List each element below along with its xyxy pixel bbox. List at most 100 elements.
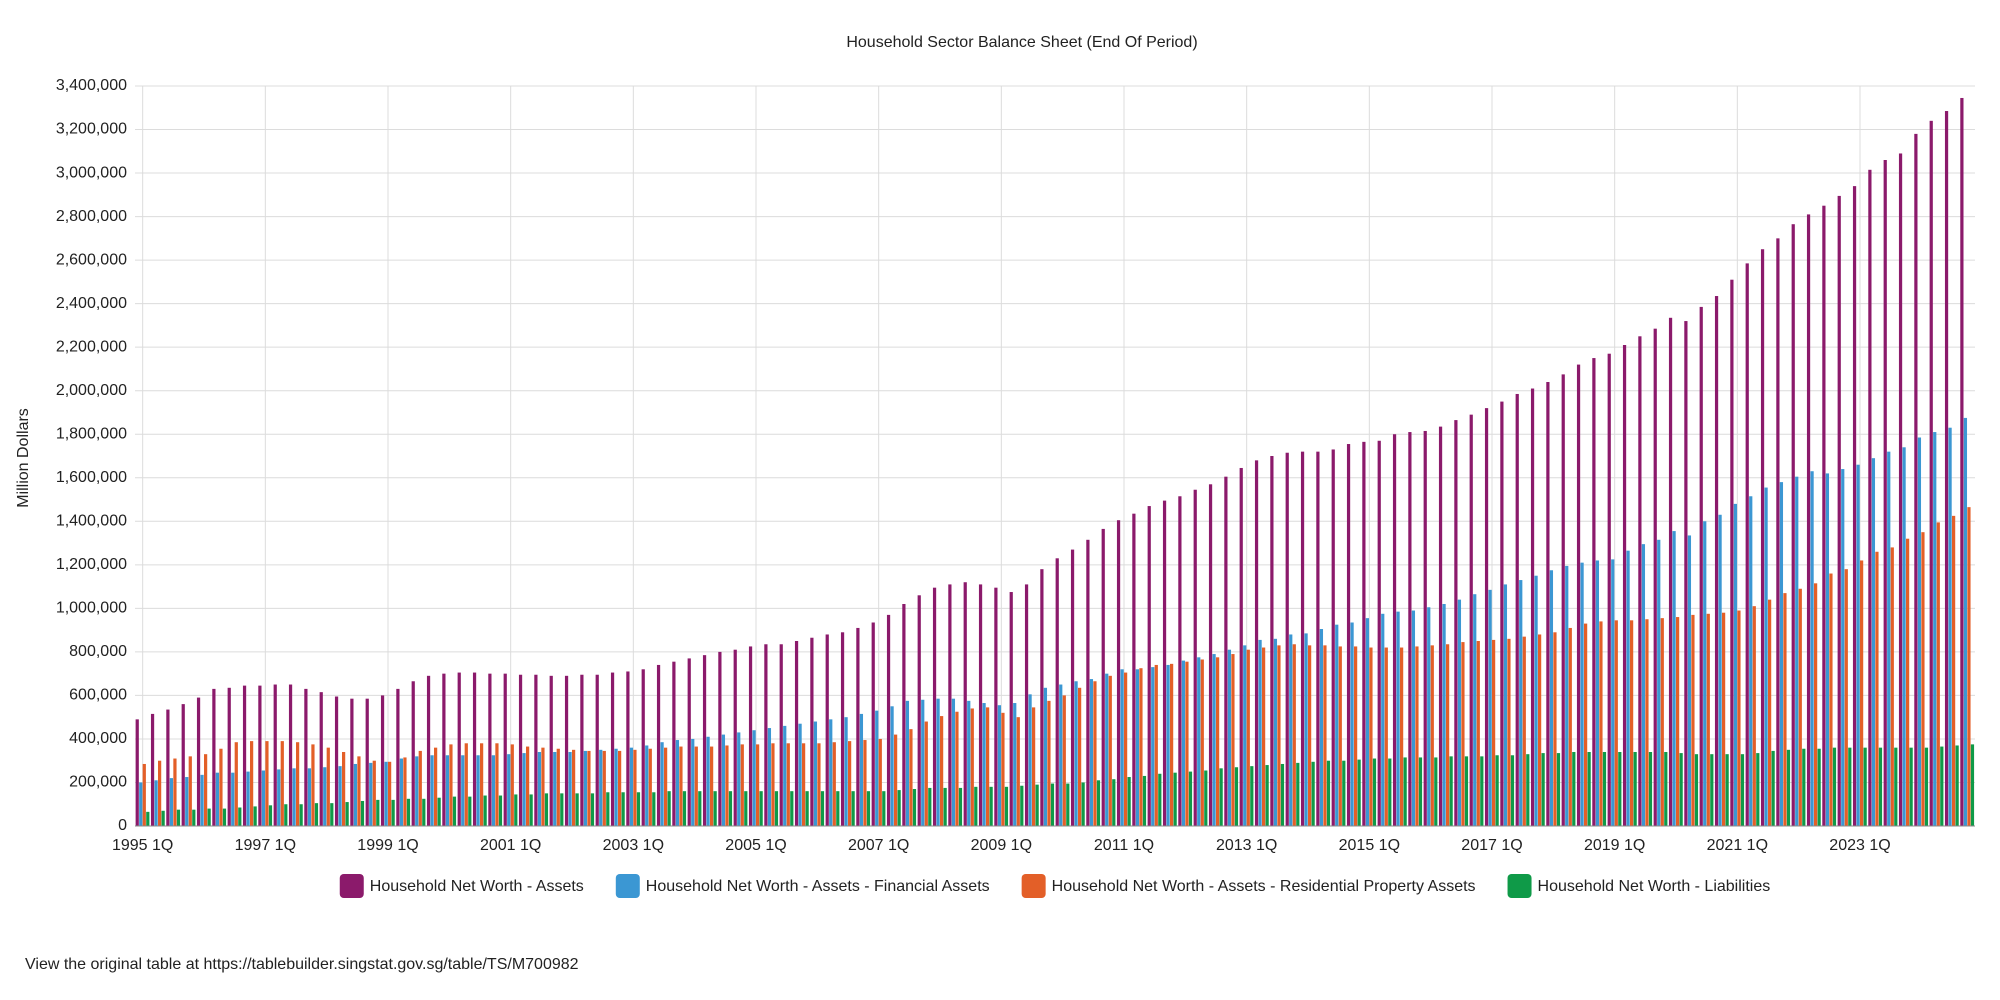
bar [1362, 441, 1366, 826]
bar [219, 748, 223, 826]
bar [415, 756, 419, 826]
bar [1270, 456, 1274, 826]
bar [894, 734, 898, 826]
bar [702, 655, 707, 826]
bar [710, 746, 714, 826]
bar [840, 632, 845, 826]
bar [1822, 205, 1826, 827]
bar [1676, 617, 1680, 826]
bar [932, 587, 937, 826]
bar [1898, 153, 1903, 826]
bar [1055, 558, 1059, 826]
bar [1660, 618, 1664, 826]
bar [1832, 747, 1837, 826]
bar [1817, 748, 1821, 826]
bar [406, 798, 411, 826]
bar [1592, 358, 1596, 826]
bar [1645, 619, 1649, 826]
bar [610, 672, 615, 826]
bar [452, 796, 457, 826]
bar [158, 760, 162, 826]
bar [1384, 647, 1388, 826]
bar [779, 644, 783, 826]
bar [790, 791, 794, 826]
bar [1070, 549, 1075, 826]
bar [1350, 622, 1354, 826]
bar [1473, 594, 1477, 826]
bar [813, 721, 818, 826]
bar [399, 758, 404, 826]
bar [518, 674, 523, 826]
bar [794, 641, 799, 826]
bar [1952, 515, 1956, 826]
bar [660, 742, 664, 826]
bar [1430, 645, 1434, 826]
bar [1035, 784, 1039, 826]
bar [1246, 649, 1250, 826]
bar [1043, 687, 1048, 826]
y-tick-label: 3,000,000 [56, 164, 127, 181]
chart-title: Household Sector Balance Sheet (End Of P… [846, 34, 1197, 51]
bar [1016, 717, 1020, 826]
x-tick-label: 1997 1Q [235, 837, 296, 854]
bar [1534, 575, 1538, 826]
x-tick-label: 2007 1Q [848, 837, 909, 854]
bar [1219, 768, 1223, 826]
bar [1764, 487, 1768, 826]
bar [641, 669, 645, 826]
bar [851, 791, 855, 826]
bar [1004, 786, 1009, 826]
bar [1921, 532, 1925, 826]
bar [733, 649, 737, 826]
bar [774, 791, 779, 826]
bar [587, 750, 591, 826]
bar [1265, 765, 1269, 826]
bar [1427, 607, 1431, 826]
x-tick-label: 2021 1Q [1707, 837, 1768, 854]
bar [1243, 645, 1247, 826]
bar [207, 808, 211, 826]
bar [897, 790, 901, 826]
bar [1108, 675, 1112, 826]
bar [1572, 752, 1576, 826]
bar [602, 750, 606, 826]
bar [1940, 746, 1944, 826]
bar [491, 755, 496, 826]
bar [1795, 476, 1799, 826]
bar [1492, 639, 1496, 826]
bar [844, 717, 848, 826]
bar [1580, 562, 1584, 826]
bar [142, 763, 146, 826]
x-tick-label: 1999 1Q [357, 837, 418, 854]
bar [1684, 321, 1688, 826]
bar [829, 719, 833, 826]
bar [173, 758, 177, 826]
bar [154, 780, 158, 826]
bar [1714, 296, 1719, 826]
bar [943, 787, 947, 826]
bar [483, 795, 487, 826]
bar [476, 755, 480, 826]
bar [238, 807, 242, 826]
bar [1902, 447, 1906, 826]
bar [1188, 771, 1193, 826]
bar [1418, 757, 1423, 826]
bar [652, 792, 656, 826]
bar [1914, 133, 1918, 827]
bar [1173, 772, 1177, 826]
bar [572, 749, 576, 826]
bar [1354, 646, 1358, 826]
bar [234, 742, 238, 826]
bar [1296, 762, 1300, 826]
bar [614, 748, 618, 826]
bar [1116, 520, 1121, 826]
bar [1059, 684, 1063, 826]
bar [924, 721, 928, 826]
bar [1308, 645, 1312, 826]
bar [1112, 779, 1116, 826]
bar [955, 711, 959, 826]
bar [1883, 160, 1887, 826]
bar [1239, 467, 1243, 826]
bar [350, 698, 354, 826]
y-tick-label: 2,200,000 [56, 338, 127, 355]
